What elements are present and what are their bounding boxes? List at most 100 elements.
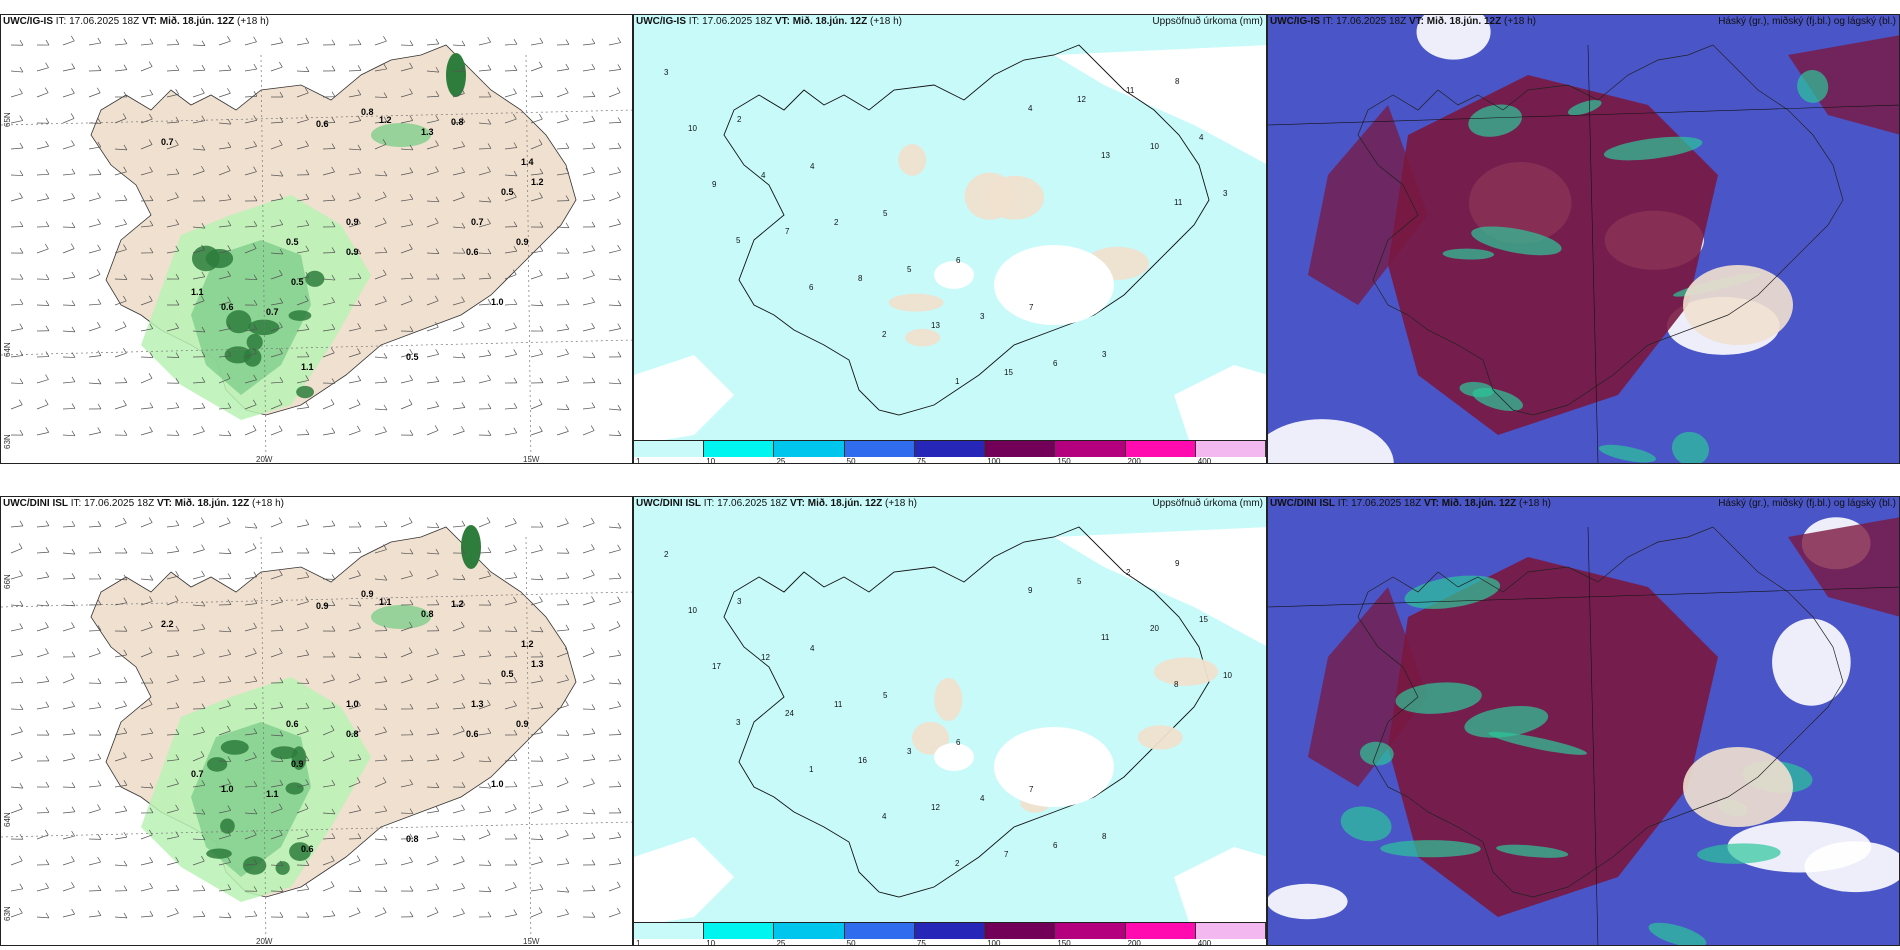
wind-barb (218, 578, 232, 580)
wind-barb (409, 167, 414, 173)
wind-barb (148, 699, 153, 705)
wind-barb (175, 674, 179, 680)
wind-barb (279, 37, 284, 43)
wind-barb (10, 654, 23, 658)
wind-barb (19, 752, 23, 758)
wind-barb (331, 600, 336, 606)
wind-barb (123, 676, 128, 683)
wind-barb (45, 39, 50, 46)
wind-barb (149, 426, 153, 432)
wind-barb (383, 36, 387, 42)
wind-barb (513, 221, 518, 227)
wind-barb (10, 604, 23, 607)
wind-barb (140, 578, 153, 581)
wind-barb (227, 194, 232, 200)
wind-barb (617, 218, 621, 225)
wind-barb (357, 570, 361, 576)
wind-barb (400, 404, 413, 410)
accum-value-label: 9 (1028, 586, 1033, 595)
wind-barb (270, 574, 283, 580)
wind-barb (114, 171, 127, 176)
wind-barb (487, 756, 492, 762)
wind-barb (452, 70, 465, 73)
wind-barb (279, 170, 284, 177)
wind-barb (166, 407, 179, 410)
wind-barb (565, 886, 570, 893)
wind-barb (270, 551, 283, 554)
wind-barb (582, 548, 595, 554)
panel-header: UWC/IG-IS IT: 17.06.2025 18Z VT: Mið. 18… (636, 16, 902, 27)
accum-value-label: 2 (955, 859, 960, 868)
wind-barb (383, 704, 388, 710)
wind-barb (564, 647, 569, 653)
wind-barb (322, 252, 336, 254)
wind-barb (88, 915, 101, 918)
wind-barb (513, 518, 517, 524)
wind-barb (97, 547, 102, 553)
wind-barb (88, 174, 102, 176)
wind-barb (513, 596, 517, 603)
wind-barb (36, 248, 49, 254)
wind-barb (400, 120, 413, 124)
accum-value-label: 12 (931, 803, 940, 812)
wind-barb (36, 92, 49, 98)
wind-barb (166, 550, 179, 554)
wind-barb (304, 295, 309, 301)
wind-barb (218, 407, 231, 410)
wind-barb (244, 278, 258, 281)
wind-barb (530, 549, 543, 554)
wind-barb (330, 399, 335, 405)
wind-barb (348, 148, 361, 151)
wind-barb (530, 250, 543, 254)
wind-barb (71, 376, 76, 383)
wind-barb (19, 40, 24, 46)
wind-barb (140, 407, 153, 410)
wind-barb (582, 301, 595, 306)
wind-barb (617, 678, 622, 685)
wind-barb (218, 681, 231, 684)
wind-barb (617, 64, 622, 70)
wind-barb (617, 701, 621, 707)
wind-barb (175, 831, 180, 837)
wind-barb (452, 381, 465, 384)
wind-barb (478, 200, 491, 203)
wind-barb (253, 522, 258, 529)
wind-barb (487, 64, 492, 71)
precip-value-label: 1.0 (221, 784, 234, 794)
accum-value-label: 7 (1029, 303, 1034, 312)
wind-barb (270, 601, 283, 606)
wind-barb (617, 351, 622, 358)
wind-barb (383, 116, 388, 122)
precip-cell (206, 848, 232, 859)
wind-barb (253, 675, 258, 682)
wind-barb (616, 191, 621, 197)
wind-barb (356, 399, 361, 405)
wind-barb (331, 574, 336, 580)
precip-value-label: 0.9 (346, 217, 359, 227)
wind-barb (504, 601, 517, 606)
wind-barb (192, 915, 206, 918)
wind-barb (227, 626, 232, 632)
wind-barb (97, 678, 102, 684)
wind-barb (608, 147, 621, 150)
wind-barb (409, 430, 414, 436)
wind-barb (530, 838, 544, 841)
wind-barb (617, 300, 622, 306)
wind-barb (487, 547, 492, 553)
wind-barb (175, 804, 179, 810)
wind-barb (556, 782, 569, 788)
wind-barb (123, 860, 128, 867)
wind-barb (305, 622, 309, 628)
wind-barb (62, 552, 75, 555)
wind-barb (97, 244, 101, 251)
wind-barb (452, 93, 465, 98)
wind-barb (487, 37, 491, 43)
wind-barb (331, 323, 336, 330)
wind-barb (218, 275, 231, 280)
wind-barb (409, 375, 413, 381)
wind-barb (331, 702, 336, 708)
wind-barb (44, 243, 49, 250)
accum-value-label: 11 (1174, 198, 1183, 207)
wind-barb (123, 166, 127, 173)
wind-barb (487, 166, 491, 172)
